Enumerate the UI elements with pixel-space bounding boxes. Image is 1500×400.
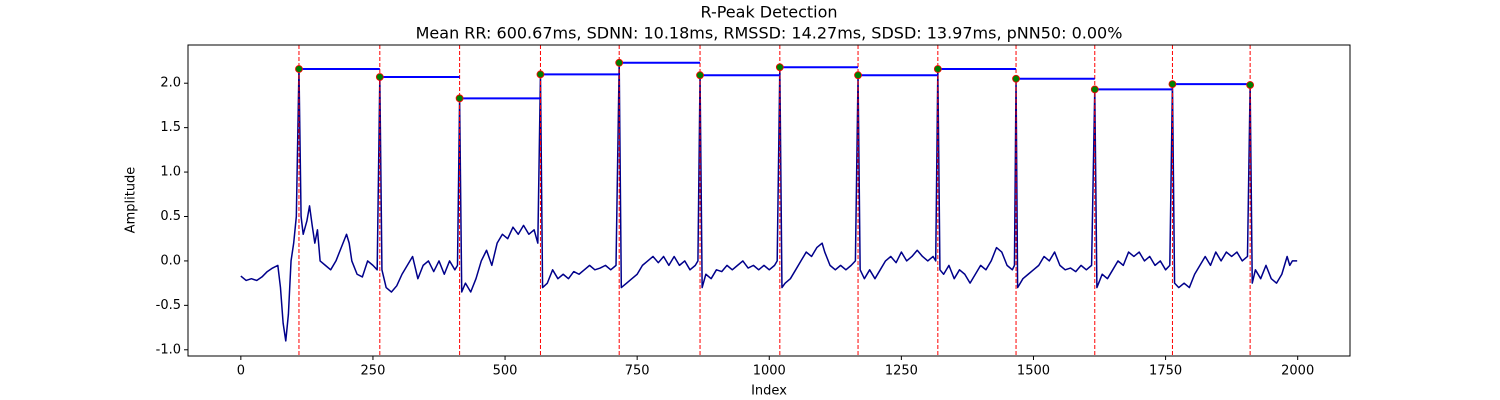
y-tick-label: 2.0 [160,76,181,91]
signal-line [240,62,1298,342]
peak-point [775,63,784,72]
peak-point [536,70,545,79]
x-tick-label: 1000 [753,364,786,379]
peak-point [455,94,464,103]
y-tick-label: 0.0 [160,253,181,268]
peak-point [295,65,303,73]
x-tick-label: 1250 [885,364,918,379]
peak-point [933,65,942,73]
y-tick-label: 1.0 [160,165,181,180]
x-tick-label: 500 [493,364,518,379]
x-tick-label: 1750 [1149,364,1182,379]
x-tick-label: 750 [625,364,650,379]
peak-point [375,73,384,81]
peak-point [854,71,862,80]
x-axis-label: Index [751,384,787,399]
plot-frame [187,44,1351,357]
chart-title: R-Peak Detection [700,3,837,22]
peak-point [1168,80,1177,88]
y-tick-label: 0.5 [160,209,181,224]
y-axis-label: Amplitude [124,167,139,234]
peak-point [1012,74,1020,83]
x-tick-label: 2000 [1281,364,1314,379]
x-tick-label: 0 [237,364,245,379]
peak-point [1246,81,1255,89]
y-tick-label: -0.5 [156,298,181,313]
y-tick-label: -1.0 [156,342,181,357]
chart-subtitle: Mean RR: 600.67ms, SDNN: 10.18ms, RMSSD:… [416,24,1123,43]
y-tick-label: 1.5 [160,120,181,135]
peak-point [615,58,624,67]
x-tick-label: 250 [361,364,386,379]
peak-point [696,71,704,80]
peak-point [1090,85,1099,94]
x-tick-label: 1500 [1017,364,1050,379]
